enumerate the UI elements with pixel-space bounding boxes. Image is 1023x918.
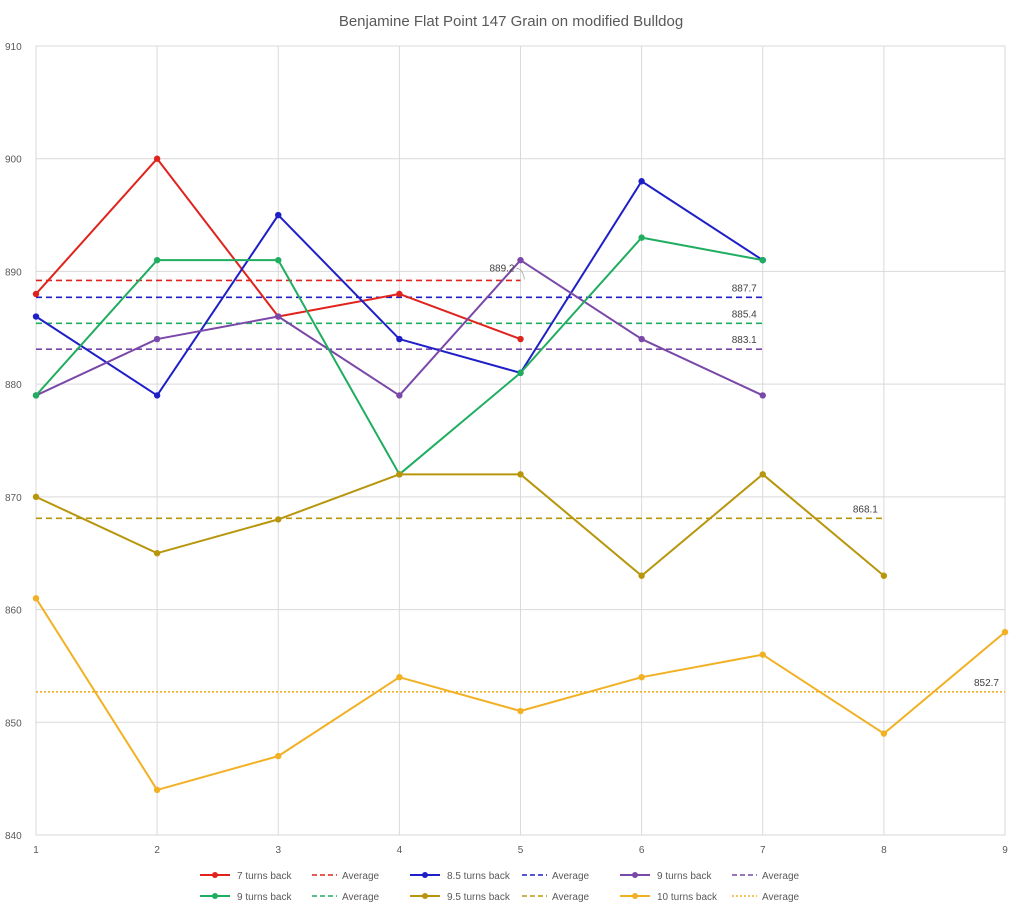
x-tick-label: 8 (881, 845, 887, 856)
y-axis-ticks: 840 850 860 870 880 890 900 910 (5, 42, 22, 842)
average-value-label: 887.7 (732, 283, 757, 294)
y-tick-label: 910 (5, 42, 22, 53)
legend-average-label: Average (762, 892, 800, 903)
data-point (638, 335, 645, 343)
legend-series-label: 10 turns back (657, 892, 718, 903)
data-point (880, 572, 888, 579)
x-tick-label: 7 (760, 845, 766, 856)
y-tick-label: 850 (5, 718, 22, 729)
data-point (32, 595, 40, 602)
legend-series-label: 9 turns back (657, 871, 712, 882)
data-point (396, 290, 403, 298)
legend-item: 9.5 turns back Average (410, 892, 590, 903)
data-point (275, 256, 282, 264)
series-line (35, 473, 885, 577)
legend-series-marker (212, 872, 218, 878)
x-tick-label: 3 (275, 845, 281, 856)
x-tick-label: 2 (154, 845, 160, 856)
legend-series-label: 9 turns back (237, 892, 292, 903)
legend-series-marker (422, 872, 428, 878)
average-value-label: 868.1 (853, 504, 878, 515)
gridlines (35, 45, 1006, 836)
legend-series-marker (632, 893, 638, 899)
average-label-leader (516, 268, 525, 280)
x-tick-label: 4 (397, 845, 403, 856)
data-point (517, 256, 524, 264)
data-point (396, 335, 403, 343)
series-lines (32, 155, 1009, 794)
data-point (759, 471, 766, 478)
data-point (275, 752, 282, 760)
legend-series-marker (632, 872, 638, 878)
data-point (32, 290, 40, 298)
legend-item: 9 turns back Average (620, 871, 800, 882)
y-tick-label: 880 (5, 380, 22, 391)
legend-average-label: Average (552, 892, 590, 903)
legend-item: 9 turns back Average (200, 892, 380, 903)
data-point (517, 369, 524, 377)
data-point (1001, 628, 1009, 636)
data-point (517, 707, 524, 715)
data-point (396, 392, 403, 399)
average-value-label: 852.7 (974, 678, 999, 689)
legend-series-label: 7 turns back (237, 871, 292, 882)
y-tick-label: 870 (5, 493, 22, 504)
average-value-label: 883.1 (732, 335, 757, 346)
x-tick-label: 5 (518, 845, 524, 856)
x-tick-label: 9 (1002, 845, 1008, 856)
data-point (638, 674, 645, 681)
legend-series-label: 9.5 turns back (447, 892, 511, 903)
data-point (880, 730, 888, 737)
chart-title: Benjamine Flat Point 147 Grain on modifi… (339, 13, 683, 30)
legend-item: 7 turns back Average (200, 871, 380, 882)
average-value-label: 885.4 (732, 309, 757, 320)
data-point (153, 392, 161, 399)
data-point (638, 178, 645, 185)
x-tick-label: 1 (33, 845, 39, 856)
data-point (759, 256, 766, 264)
average-labels: 889.2 887.7 883.1 885.4 868.1 852.7 (489, 263, 999, 688)
data-point (396, 674, 403, 681)
data-point (638, 234, 645, 241)
data-point (153, 335, 161, 343)
data-point (517, 335, 524, 343)
x-axis-ticks: 1 2 3 4 5 6 7 8 9 (33, 845, 1008, 856)
series-group (32, 595, 1009, 794)
y-tick-label: 860 (5, 606, 22, 617)
legend-series-label: 8.5 turns back (447, 871, 511, 882)
data-point (275, 313, 282, 320)
x-tick-label: 6 (639, 845, 645, 856)
legend-item: 8.5 turns back Average (410, 871, 590, 882)
data-point (517, 471, 524, 478)
series-group (32, 471, 888, 579)
data-point (759, 392, 766, 399)
y-tick-label: 840 (5, 831, 22, 842)
data-point (153, 550, 161, 557)
legend-series-marker (212, 893, 218, 899)
y-tick-label: 900 (5, 155, 22, 166)
data-point (275, 516, 282, 523)
data-point (638, 572, 645, 579)
data-point (32, 392, 40, 399)
data-point (759, 651, 766, 658)
legend-average-label: Average (342, 892, 380, 903)
legend-average-label: Average (342, 871, 380, 882)
data-point (153, 155, 161, 162)
average-lines (36, 279, 1005, 693)
y-tick-label: 890 (5, 267, 22, 278)
average-value-label: 889.2 (489, 263, 514, 274)
data-point (275, 211, 282, 219)
legend-series-marker (422, 893, 428, 899)
data-point (396, 471, 403, 478)
legend-item: 10 turns back Average (620, 892, 800, 903)
legend-average-label: Average (552, 871, 590, 882)
data-point (153, 786, 161, 794)
data-point (32, 493, 40, 501)
data-point (153, 256, 161, 264)
legend: 7 turns back Average 8.5 turns back Average… (200, 871, 800, 903)
data-point (32, 313, 40, 320)
legend-average-label: Average (762, 871, 800, 882)
